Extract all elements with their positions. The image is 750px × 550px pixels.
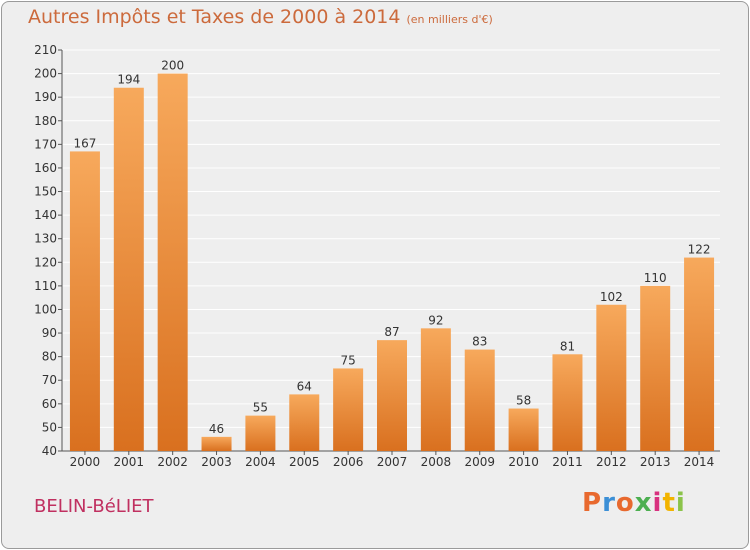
y-tick-label: 170 — [34, 137, 57, 151]
y-tick-label: 60 — [42, 397, 57, 411]
bar — [113, 87, 144, 451]
y-tick-label: 110 — [34, 279, 57, 293]
x-tick-label: 2002 — [157, 455, 188, 469]
bar — [69, 151, 100, 451]
x-tick-label: 2013 — [640, 455, 671, 469]
bar-value-label: 81 — [560, 339, 575, 353]
y-tick-label: 50 — [42, 420, 57, 434]
bar-value-label: 92 — [428, 313, 443, 327]
chart-title-text: Autres Impôts et Taxes de 2000 à 2014 — [28, 6, 401, 28]
x-tick-label: 2008 — [421, 455, 452, 469]
x-tick-label: 2014 — [684, 455, 715, 469]
bar-value-label: 87 — [384, 325, 399, 339]
bar-value-label: 83 — [472, 335, 487, 349]
bar — [420, 328, 451, 451]
bar — [552, 354, 583, 451]
logo-letter: t — [662, 488, 676, 518]
bar — [201, 436, 232, 451]
x-tick-label: 2001 — [114, 455, 145, 469]
bar-value-label: 110 — [644, 271, 667, 285]
bar — [245, 415, 276, 451]
y-tick-label: 180 — [34, 114, 57, 128]
y-tick-label: 70 — [42, 373, 57, 387]
bar-value-label: 55 — [253, 401, 268, 415]
bar — [684, 257, 715, 451]
x-tick-label: 2003 — [201, 455, 232, 469]
bar-value-label: 75 — [340, 353, 355, 367]
bar — [508, 408, 539, 451]
x-tick-label: 2011 — [552, 455, 583, 469]
bar-value-label: 200 — [161, 59, 184, 73]
y-tick-label: 40 — [42, 444, 57, 458]
x-axis: 2000 2001 2002 2003 2004 2005 2006 2007 2008 2009… — [70, 451, 715, 469]
y-tick-label: 210 — [34, 43, 57, 57]
y-tick-label: 80 — [42, 350, 57, 364]
commune-name: BELIN-BéLIET — [34, 496, 154, 517]
x-tick-label: 2012 — [596, 455, 627, 469]
y-axis: 40 50 60 70 80 90 100 110 120 130 140 150 160 170 180 1… — [34, 43, 720, 458]
logo-letter: i — [675, 488, 686, 518]
bar — [464, 349, 495, 451]
bar — [640, 285, 671, 451]
x-tick-label: 2007 — [377, 455, 408, 469]
y-tick-label: 140 — [34, 208, 57, 222]
chart-unit: (en milliers d'€) — [406, 13, 493, 26]
logo-letter: i — [652, 488, 663, 518]
y-tick-label: 130 — [34, 232, 57, 246]
y-tick-label: 90 — [42, 326, 57, 340]
logo-letter: r — [602, 488, 616, 518]
bar-value-label: 58 — [516, 394, 531, 408]
bar — [596, 304, 627, 451]
chart-title: Autres Impôts et Taxes de 2000 à 2014 (en… — [28, 6, 493, 28]
x-tick-label: 2004 — [245, 455, 276, 469]
bar-value-label: 194 — [117, 73, 140, 87]
bar — [377, 340, 407, 451]
x-tick-label: 2010 — [508, 455, 539, 469]
bar-value-label: 46 — [209, 422, 224, 436]
logo-letter: x — [634, 488, 653, 518]
x-tick-label: 2000 — [70, 455, 101, 469]
x-tick-label: 2005 — [289, 455, 320, 469]
bars: 167 194 200 46 55 64 75 87 92 83 58 81 102 110 122 — [69, 59, 715, 452]
y-tick-label: 200 — [34, 67, 57, 81]
x-tick-label: 2009 — [464, 455, 495, 469]
bar — [289, 394, 320, 451]
y-tick-label: 100 — [34, 302, 57, 316]
logo-letter: P — [582, 488, 603, 518]
y-tick-label: 120 — [34, 255, 57, 269]
x-tick-label: 2006 — [333, 455, 364, 469]
bar-value-label: 167 — [73, 136, 96, 150]
y-tick-label: 160 — [34, 161, 57, 175]
proxiti-logo[interactable]: Proxiti — [582, 488, 686, 518]
bar-value-label: 102 — [600, 290, 623, 304]
y-tick-label: 190 — [34, 90, 57, 104]
y-tick-label: 150 — [34, 185, 57, 199]
bar-value-label: 64 — [297, 379, 312, 393]
bar-value-label: 122 — [688, 243, 711, 257]
bar — [333, 368, 364, 451]
logo-letter: o — [615, 488, 635, 518]
bar — [157, 73, 188, 452]
